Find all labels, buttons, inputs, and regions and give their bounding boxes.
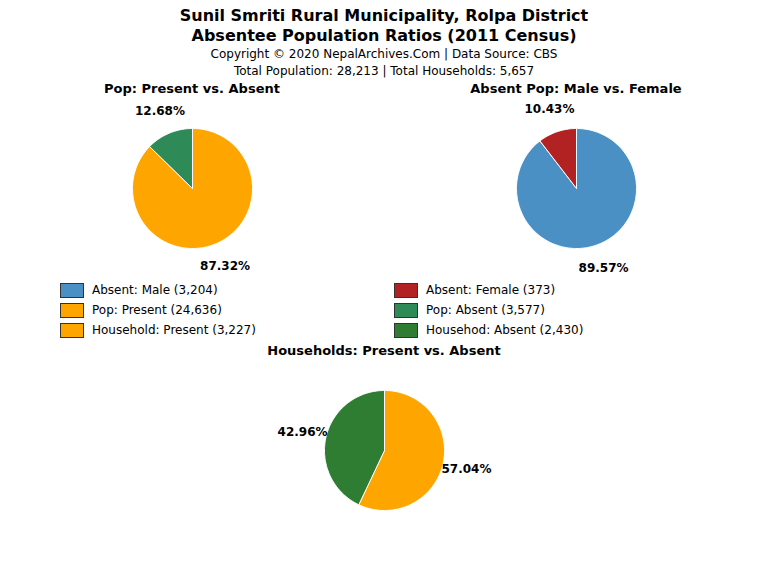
html-text:Household: Present (3,227): Household: Present (3,227) [92, 323, 256, 337]
svg-text:10.43%: 10.43% [524, 102, 574, 116]
html-text:Households: Present vs. Absent: Households: Present vs. Absent [267, 343, 501, 358]
html-text:Total Population: 28,213 | Tot: Total Population: 28,213 | Total Househo… [233, 64, 535, 78]
html-text:Absent: Male (3,204): Absent: Male (3,204) [92, 283, 218, 297]
html-text:Sunil Smriti Rural Municipalit: Sunil Smriti Rural Municipality, Rolpa D… [179, 6, 589, 25]
svg-text:42.96%: 42.96% [278, 425, 328, 439]
html-text:Househod: Absent (2,430): Househod: Absent (2,430) [426, 323, 584, 337]
html-text:Pop: Present (24,636): Pop: Present (24,636) [92, 303, 222, 317]
html-text:Absent: Female (373): Absent: Female (373) [426, 283, 556, 297]
svg-text:12.68%: 12.68% [135, 104, 185, 118]
html-text:Copyright © 2020 NepalArchives: Copyright © 2020 NepalArchives.Com | Dat… [210, 47, 558, 61]
svg-text:87.32%: 87.32% [200, 259, 250, 273]
html-text:Absent Pop: Male vs. Female: Absent Pop: Male vs. Female [470, 81, 682, 96]
svg-text:57.04%: 57.04% [441, 462, 491, 476]
html-text:Absentee Population Ratios (20: Absentee Population Ratios (2011 Census) [191, 26, 577, 45]
svg-text:89.57%: 89.57% [579, 261, 629, 275]
html-text:Pop: Absent (3,577): Pop: Absent (3,577) [426, 303, 545, 317]
html-text:Pop: Present vs. Absent: Pop: Present vs. Absent [104, 81, 280, 96]
